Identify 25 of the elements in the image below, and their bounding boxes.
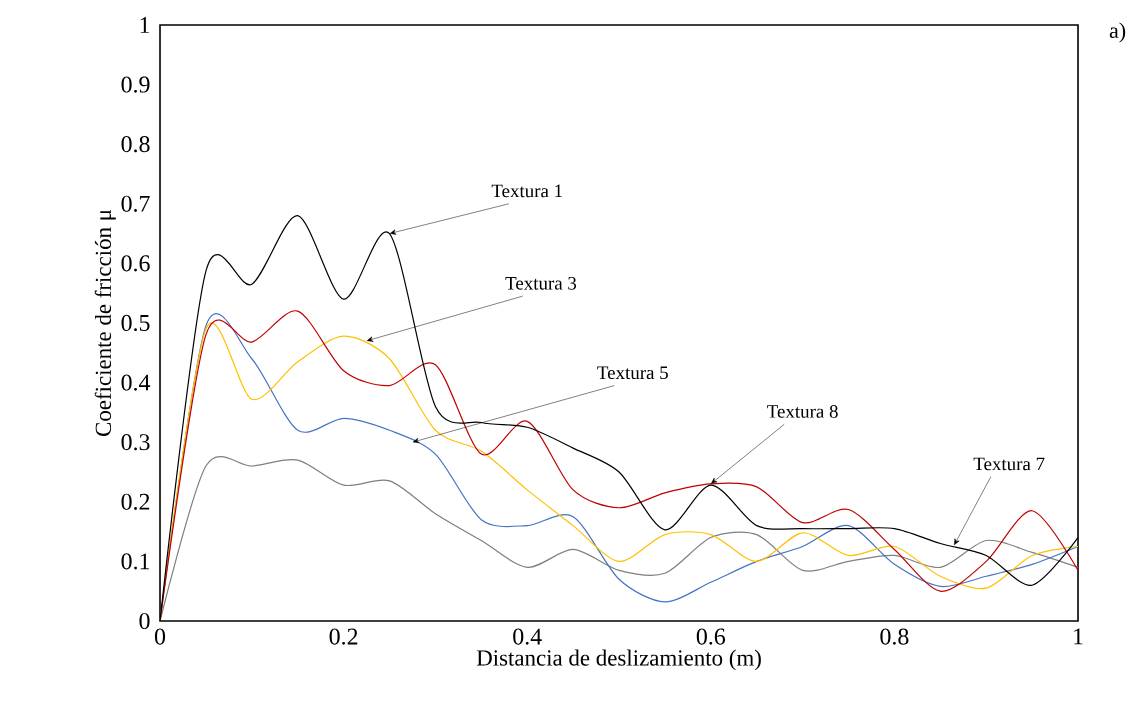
x-tick-label: 0.6: [696, 628, 726, 645]
annotation: Textura 8: [767, 405, 838, 418]
text: a): [1109, 22, 1126, 43]
x-tick-label: 0: [154, 628, 166, 645]
y-tick-label: 0.1: [121, 553, 150, 570]
x-tick-label: 0.8: [880, 628, 909, 645]
x-tick-label: 1: [1074, 628, 1083, 645]
y-tick-label: 0.4: [121, 374, 151, 391]
y-tick-label: 0.5: [121, 314, 150, 332]
annotation: Textura 7: [973, 457, 1045, 471]
y-tick-label: 0.2: [121, 493, 150, 510]
y-axis-title: Coeficiente de fricción μ: [94, 209, 116, 437]
y-tick-label: 0.9: [121, 76, 150, 93]
annotation: Textura 5: [597, 366, 668, 380]
y-tick-label: 0: [139, 612, 150, 630]
y-tick-label: 0.7: [121, 195, 150, 212]
y-tick-label: 0.3: [121, 434, 150, 451]
y-tick-label: 0.6: [121, 255, 150, 272]
y-tick-label: 0.8: [121, 136, 150, 153]
x-tick-label: 0.2: [329, 628, 358, 645]
x-tick-label: 0.4: [513, 628, 542, 645]
annotation: Textura 3: [505, 276, 577, 290]
x-axis-title: Distancia de deslizamiento (m): [476, 649, 761, 671]
y-tick-label: 1: [140, 17, 150, 33]
annotation: Textura 1: [491, 184, 562, 198]
